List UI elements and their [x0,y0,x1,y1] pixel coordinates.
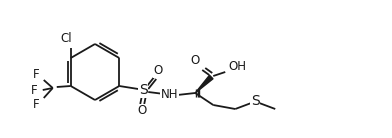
Text: F: F [31,83,37,96]
Text: O: O [191,55,200,67]
Text: F: F [33,67,39,80]
Text: F: F [33,98,39,111]
Text: S: S [251,94,260,108]
Text: O: O [138,104,147,117]
Text: S: S [139,83,148,97]
Text: Cl: Cl [60,31,72,44]
Text: O: O [154,64,163,78]
Text: NH: NH [160,88,178,102]
Polygon shape [195,75,213,93]
Text: OH: OH [228,60,246,74]
